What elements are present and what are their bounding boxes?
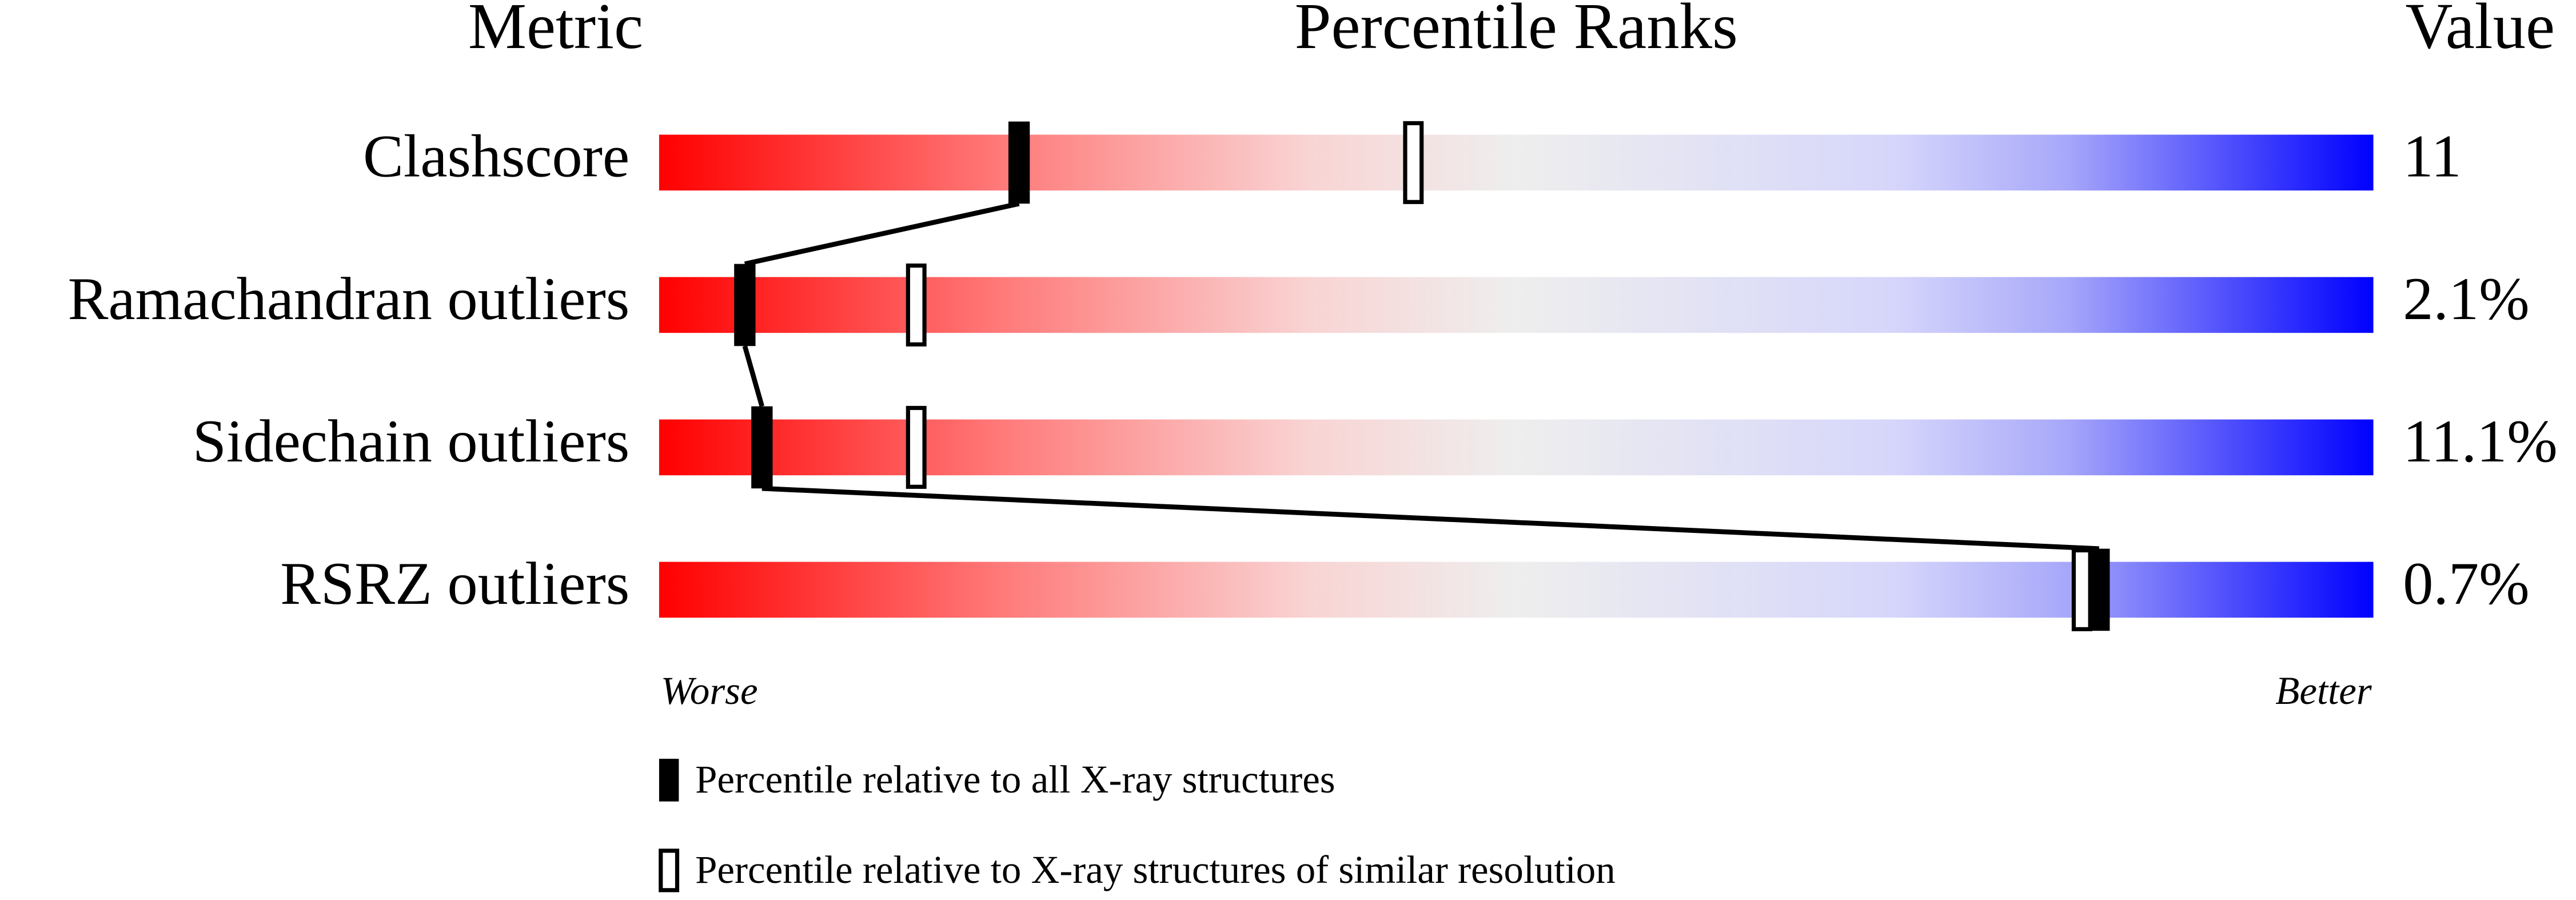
metric-label: Sidechain outliers bbox=[193, 407, 629, 475]
value-label: 0.7% bbox=[2403, 549, 2529, 617]
marker-all bbox=[734, 264, 756, 347]
header-value: Value bbox=[2405, 0, 2555, 62]
header-metric: Metric bbox=[468, 0, 643, 62]
marker-similar bbox=[1403, 121, 1424, 204]
header-ranks: Percentile Ranks bbox=[1295, 0, 1738, 62]
marker-all bbox=[751, 406, 773, 489]
value-label: 11 bbox=[2403, 122, 2461, 190]
legend-swatch bbox=[659, 758, 679, 802]
marker-similar bbox=[2071, 548, 2092, 631]
value-label: 11.1% bbox=[2403, 407, 2558, 475]
percentile-bar bbox=[659, 277, 2374, 333]
metric-label: Clashscore bbox=[363, 122, 629, 190]
percentile-bar bbox=[659, 134, 2374, 191]
connector-line bbox=[742, 201, 2099, 551]
metric-label: RSRZ outliers bbox=[280, 549, 629, 617]
value-label: 2.1% bbox=[2403, 265, 2529, 332]
percentile-bar bbox=[659, 419, 2374, 476]
better-label: Better bbox=[2275, 669, 2372, 712]
marker-similar bbox=[906, 263, 927, 347]
marker-similar bbox=[906, 405, 927, 489]
legend-label: Percentile relative to X-ray structures … bbox=[695, 848, 1616, 891]
legend-label: Percentile relative to all X-ray structu… bbox=[695, 758, 1335, 801]
metric-label: Ramachandran outliers bbox=[68, 265, 630, 332]
worse-label: Worse bbox=[661, 669, 758, 712]
marker-all bbox=[1008, 121, 1030, 204]
legend-swatch bbox=[659, 849, 680, 893]
percentile-bar bbox=[659, 561, 2374, 618]
